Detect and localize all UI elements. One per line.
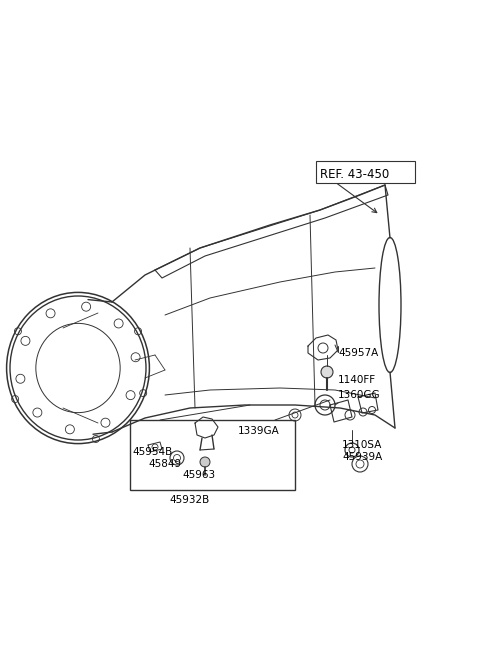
Text: 45939A: 45939A: [342, 452, 382, 462]
Text: 45963: 45963: [182, 470, 215, 480]
Text: 1360GG: 1360GG: [338, 390, 381, 400]
Text: 45954B: 45954B: [132, 447, 172, 457]
Text: 1310SA: 1310SA: [342, 440, 383, 450]
Text: 45849: 45849: [148, 459, 181, 469]
Text: 45932B: 45932B: [170, 495, 210, 505]
Text: REF. 43-450: REF. 43-450: [320, 168, 389, 181]
Circle shape: [200, 457, 210, 467]
Text: 45957A: 45957A: [338, 348, 378, 358]
Circle shape: [321, 366, 333, 378]
Text: 1339GA: 1339GA: [238, 426, 280, 436]
Bar: [130, 420, 295, 490]
Text: 1140FF: 1140FF: [338, 375, 376, 385]
